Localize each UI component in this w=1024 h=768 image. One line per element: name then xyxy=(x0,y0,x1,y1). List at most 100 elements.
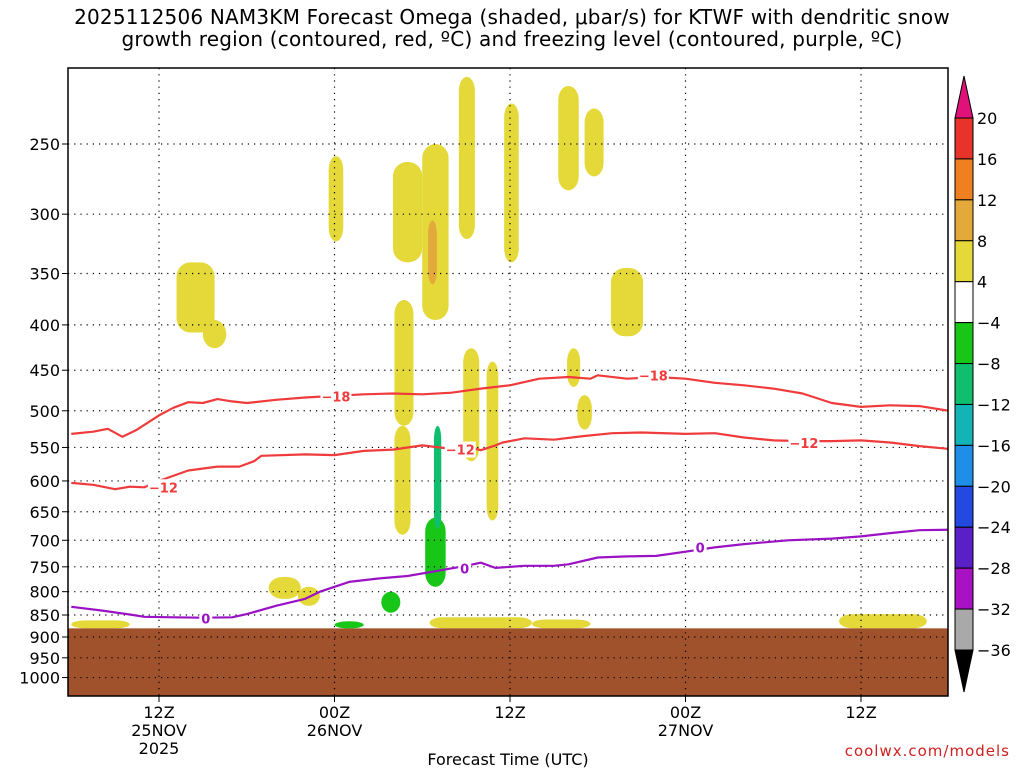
x-tick-label-24-1: 26NOV xyxy=(307,721,363,740)
x-tick-label-24-0: 00Z xyxy=(319,703,350,722)
x-axis-label: Forecast Time (UTC) xyxy=(427,750,588,768)
contour-label-bg-1-2 xyxy=(788,435,820,452)
colorbar-bin-4 xyxy=(954,281,974,324)
omega-cell-9 xyxy=(463,348,480,462)
y-tick-label-700: 700 xyxy=(29,531,60,550)
colorbar-bin-0 xyxy=(954,117,974,160)
contour-label-1-1: −12 xyxy=(446,444,475,459)
ground-layer xyxy=(68,628,948,696)
chart-title: 2025112506 NAM3KM Forecast Omega (shaded… xyxy=(0,6,1024,50)
colorbar-bin-12 xyxy=(954,608,974,651)
y-tick-label-850: 850 xyxy=(29,606,60,625)
colorbar-over-arrow xyxy=(954,75,974,119)
colorbar-tick-label-10: −24 xyxy=(977,518,1011,537)
colorbar-tick-label-8: −16 xyxy=(977,436,1011,455)
omega-cell-20 xyxy=(531,619,591,629)
colorbar-bin-3 xyxy=(954,240,974,283)
y-tick-label-300: 300 xyxy=(29,205,60,224)
y-tick-label-250: 250 xyxy=(29,135,60,154)
y-tick-label-650: 650 xyxy=(29,503,60,522)
ground-fill xyxy=(68,628,948,696)
colorbar-bin-2 xyxy=(954,199,974,242)
colorbar-bin-10 xyxy=(954,526,974,569)
omega-cell-12 xyxy=(558,85,579,191)
colorbar: 20 16 12 8 4 −4 −8 −12 −16 −20 −24 −28 −32 −36 xyxy=(954,75,1011,693)
x-tick-label-12-0: 12Z xyxy=(143,703,174,722)
contour-label-0-0: −18 xyxy=(321,391,350,406)
colorbar-bin-5 xyxy=(954,322,974,365)
y-tick-label-350: 350 xyxy=(29,264,60,283)
omega-cell-22 xyxy=(839,614,927,629)
contour-label-bg-0-0 xyxy=(320,388,352,405)
contour-label-bg-0-1 xyxy=(637,367,669,384)
contour-label-bg-2-0 xyxy=(199,610,213,627)
omega-cell-11 xyxy=(504,103,519,263)
omega-cell-6 xyxy=(394,300,414,426)
contour-label-bg-1-0 xyxy=(147,479,179,496)
colorbar-bin-6 xyxy=(954,363,974,405)
omega-shading-layer xyxy=(71,76,927,629)
contour-layer: −18 −18 −12 −12 −12 0 0 0 xyxy=(71,367,948,628)
colorbar-tick-label-5: −4 xyxy=(977,314,1001,333)
y-tick-label-550: 550 xyxy=(29,438,60,457)
colorbar-bin-9 xyxy=(954,485,974,528)
contour-label-2-1: 0 xyxy=(460,562,469,577)
colorbar-bin-7 xyxy=(954,403,974,446)
contour-label-2-2: 0 xyxy=(696,541,705,556)
omega-cell-23 xyxy=(425,517,446,587)
omega-cell-2 xyxy=(328,156,344,242)
contour-line-0 xyxy=(71,374,948,438)
contour-label-2-0: 0 xyxy=(201,613,210,628)
omega-cell-25 xyxy=(381,591,401,613)
omega-cell-5 xyxy=(428,220,437,285)
chart-title-line-2: growth region (contoured, red, ºC) and f… xyxy=(121,27,903,51)
x-tick-label-60-0: 12Z xyxy=(845,703,876,722)
y-tick-label-900: 900 xyxy=(29,628,60,647)
omega-cell-17 xyxy=(268,576,301,599)
colorbar-bin-11 xyxy=(954,567,974,610)
y-tick-label-800: 800 xyxy=(29,583,60,602)
plot-frame-layer xyxy=(67,67,949,697)
omega-cell-14 xyxy=(610,267,644,337)
colorbar-tick-label-4: 4 xyxy=(977,273,987,292)
omega-cell-0 xyxy=(176,262,215,333)
colorbar-tick-label-12: −32 xyxy=(977,600,1011,619)
colorbar-tick-label-3: 8 xyxy=(977,232,987,251)
omega-cell-19 xyxy=(429,617,532,629)
omega-cell-21 xyxy=(71,620,130,629)
omega-cell-7 xyxy=(394,425,411,535)
colorbar-bin-8 xyxy=(954,444,974,487)
x-tick-label-12-1: 25NOV xyxy=(131,721,187,740)
y-tick-label-750: 750 xyxy=(29,558,60,577)
omega-cell-8 xyxy=(458,76,475,240)
contour-label-bg-1-1 xyxy=(444,441,476,458)
omega-cell-24 xyxy=(433,425,442,530)
colorbar-tick-label-7: −12 xyxy=(977,395,1011,414)
contour-label-bg-2-2 xyxy=(693,539,707,556)
colorbar-bin-1 xyxy=(954,158,974,201)
plot-frame xyxy=(67,67,949,697)
colorbar-tick-label-0: 20 xyxy=(977,109,997,128)
x-tick-label-36-0: 12Z xyxy=(494,703,525,722)
colorbar-tick-label-2: 12 xyxy=(977,191,997,210)
omega-cell-15 xyxy=(567,348,581,387)
omega-cell-10 xyxy=(486,361,499,521)
y-tick-label-950: 950 xyxy=(29,649,60,668)
contour-line-2 xyxy=(71,528,948,619)
colorbar-under-arrow xyxy=(954,649,974,693)
x-tick-label-48-0: 00Z xyxy=(670,703,701,722)
y-tick-label-600: 600 xyxy=(29,472,60,491)
colorbar-tick-label-1: 16 xyxy=(977,150,997,169)
x-tick-label-12-2: 2025 xyxy=(139,739,180,758)
contour-label-bg-2-1 xyxy=(458,560,472,577)
y-tick-labels: 250 300 350 400 450 500 550 600 650 700 750 800 850 9… xyxy=(19,135,68,688)
credit-link[interactable]: coolwx.com/models xyxy=(844,742,1010,760)
contour-label-1-0: −12 xyxy=(149,481,178,496)
x-tick-label-48-1: 27NOV xyxy=(658,721,714,740)
y-tick-label-500: 500 xyxy=(29,402,60,421)
contour-label-1-2: −12 xyxy=(789,437,818,452)
omega-cell-1 xyxy=(202,320,227,349)
omega-cell-13 xyxy=(584,108,604,177)
